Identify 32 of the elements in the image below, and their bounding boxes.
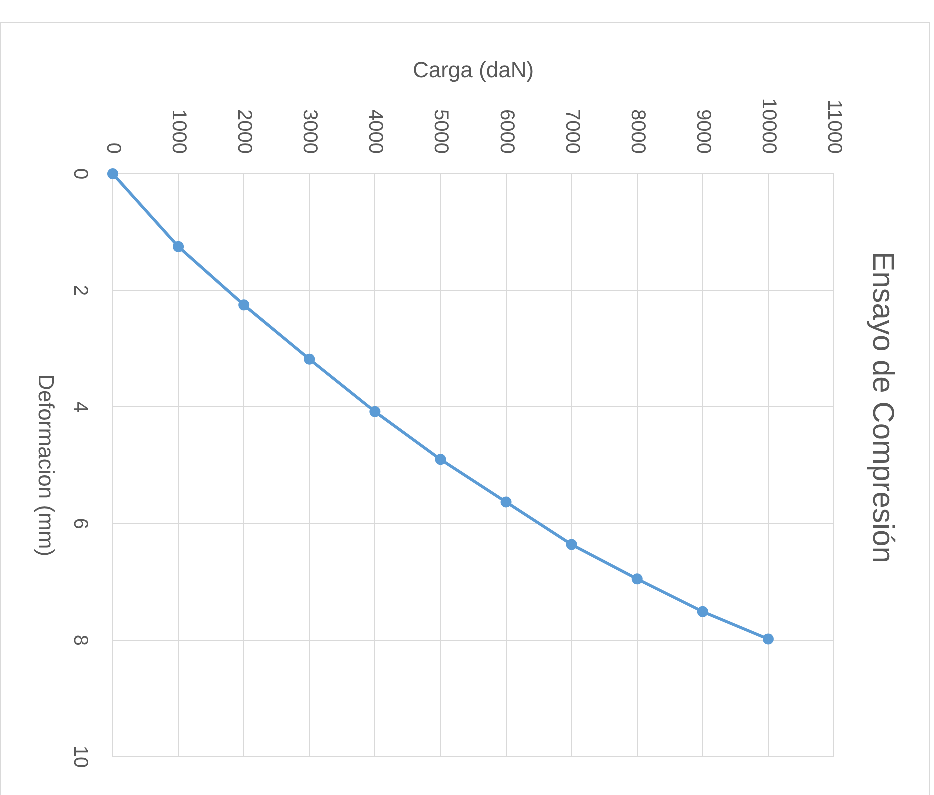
x-tick-label: 9000: [692, 110, 714, 154]
x-tick-label: 11000: [823, 100, 846, 154]
x-tick-label: 3000: [299, 110, 322, 154]
point: [500, 496, 512, 508]
y-tick-label: 4: [69, 402, 92, 413]
point: [697, 606, 708, 618]
x-tick-label: 8000: [626, 110, 649, 154]
x-tick-label: 0: [102, 142, 124, 154]
y-axis-title: Deformacion (mm): [34, 374, 59, 557]
x-tick-label: 1000: [168, 110, 190, 154]
point: [632, 574, 643, 585]
y-tick-label: 8: [69, 634, 92, 646]
point: [238, 300, 250, 311]
point: [304, 354, 316, 365]
y-tick-label: 2: [69, 285, 92, 296]
y-tick-label: 0: [69, 168, 92, 180]
x-axis-title: Carga (daN): [412, 57, 534, 82]
point: [435, 454, 446, 466]
x-tick-label: 7000: [561, 110, 584, 154]
point: [762, 634, 774, 645]
x-tick-label: 10000: [758, 98, 780, 154]
point: [173, 241, 184, 252]
y-tick-label: 6: [69, 518, 92, 530]
y-tick-label: 10: [69, 746, 92, 768]
x-tick-label: 4000: [364, 110, 387, 154]
point: [370, 406, 381, 418]
x-tick-label: 2000: [234, 110, 256, 154]
point: [566, 539, 578, 550]
x-tick-label: 5000: [430, 110, 452, 154]
point: [108, 168, 118, 180]
x-tick-label: 6000: [496, 110, 518, 154]
text: Ensayo de Compresión: [866, 252, 900, 564]
